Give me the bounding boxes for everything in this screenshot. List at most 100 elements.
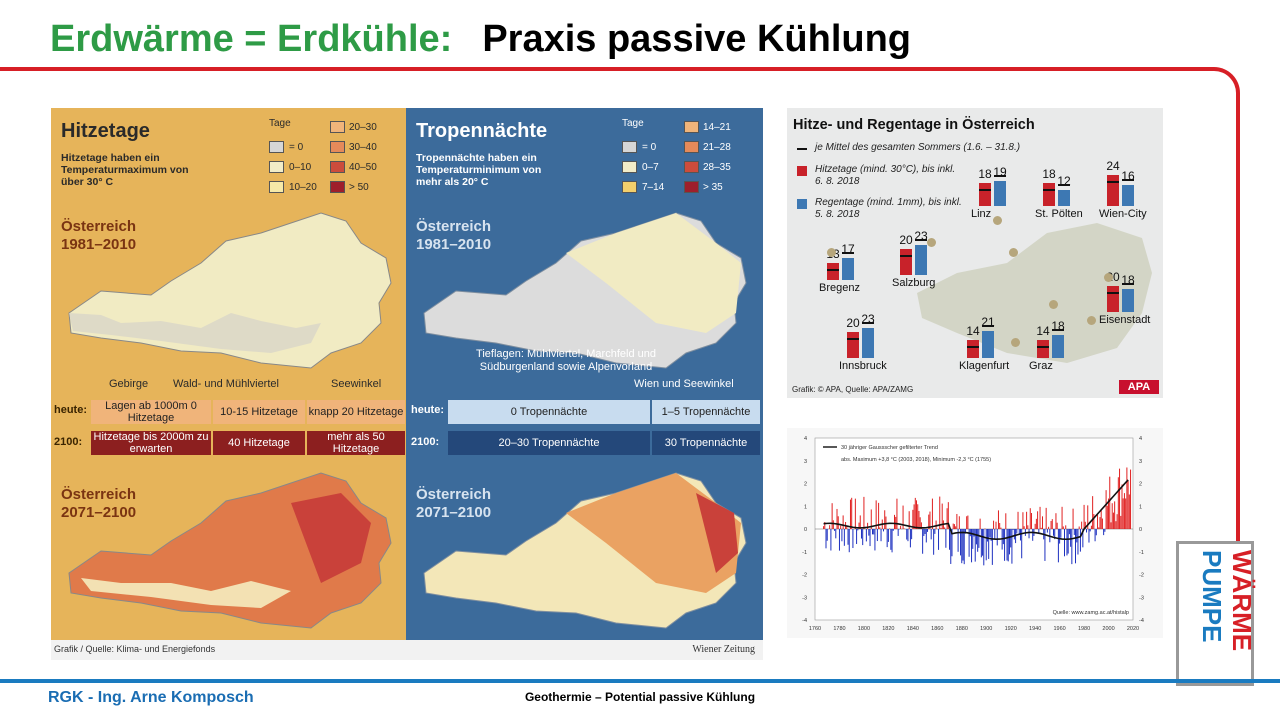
footer-line — [0, 679, 1280, 683]
y-tick-label-right: -4 — [1139, 618, 1144, 624]
mean-marker — [915, 239, 927, 242]
period-label: Österreich 2071–2100 — [61, 486, 137, 521]
value-label-regentage: 18 — [1051, 318, 1065, 333]
hitzetage-title: Hitzetage — [61, 120, 150, 142]
city-label: Linz — [971, 208, 992, 220]
tropennaechte-panel: Tropennächte Tropennächte haben ein Temp… — [406, 108, 763, 640]
legend-regen: Regentage (mind. 1mm), bis inkl. 5. 8. 2… — [815, 197, 962, 220]
period-label: Österreich 2071–2100 — [416, 486, 492, 521]
legend-swatch — [269, 161, 284, 173]
legend-swatch — [269, 141, 284, 153]
bar-regentage — [915, 245, 927, 275]
cell: 40 Hitzetage — [213, 431, 305, 455]
mean-marker — [1043, 188, 1055, 191]
bar-hitzetage — [847, 332, 859, 358]
legend-mean: je Mittel des gesamten Sommers (1.6. – 3… — [815, 142, 1021, 153]
city-label: Bregenz — [819, 282, 860, 294]
legend-swatch — [330, 161, 345, 173]
apa-chart: Hitze- und Regentage in Österreich je Mi… — [787, 108, 1163, 398]
y-tick-label: -2 — [802, 573, 807, 579]
city-label: St. Pölten — [1035, 208, 1083, 220]
y-tick-label-right: -1 — [1139, 550, 1144, 556]
city-label: Graz — [1029, 360, 1053, 372]
austria-outline — [917, 223, 1152, 363]
legend-swatch — [330, 121, 345, 133]
zamg-anomaly-chart: 1760 1780 1800 1820 1840 1860 1880 1900 1920 1940… — [787, 428, 1163, 638]
value-label-hitzetage: 18 — [1042, 166, 1056, 181]
bar-regentage — [982, 330, 994, 358]
legend-swatch — [330, 141, 345, 153]
bar-hitzetage — [1043, 182, 1055, 206]
y-tick-label: 1 — [804, 504, 807, 510]
footer-author: RGK - Ing. Arne Komposch — [48, 689, 254, 706]
x-tick-label: 2020 — [1127, 626, 1139, 632]
cell: 1–5 Tropennächte — [652, 400, 760, 424]
bar-hitzetage — [1037, 339, 1049, 358]
city-dot — [1087, 316, 1096, 325]
legend-item: > 35 — [703, 182, 723, 193]
legend-item: 28–35 — [703, 162, 731, 173]
apa-logo: APA — [1119, 380, 1159, 394]
bar-regentage — [1058, 190, 1070, 206]
legend-item: 10–20 — [289, 182, 317, 193]
map-footer: Grafik / Quelle: Klima- und Energiefonds… — [51, 640, 763, 660]
tropennaechte-subtitle: Tropennächte haben ein Temperaturminimum… — [416, 152, 542, 188]
city-dot — [993, 216, 1002, 225]
cell: Lagen ab 1000m 0 Hitzetage — [91, 400, 211, 424]
legend-item: 20–30 — [349, 122, 377, 133]
mean-marker — [842, 251, 854, 254]
x-tick-label: 1800 — [858, 626, 870, 632]
legend-hitze: Hitzetage (mind. 30°C), bis inkl. 6. 8. … — [815, 164, 956, 187]
y-tick-label-right: 2 — [1139, 482, 1142, 488]
value-label-hitzetage: 20 — [846, 316, 860, 330]
y-tick-label: -4 — [802, 618, 807, 624]
row-label-2100: 2100: — [411, 436, 440, 448]
legend-mean-marker — [797, 148, 807, 150]
y-tick-label: 4 — [804, 436, 807, 442]
footer-topic: Geothermie – Potential passive Kühlung — [524, 690, 756, 704]
y-tick-label: 0 — [804, 527, 807, 533]
value-label-regentage: 18 — [1121, 272, 1135, 287]
legend-head: Tage — [622, 118, 644, 129]
bar-regentage — [994, 181, 1006, 206]
hitzetage-subtitle: Hitzetage haben ein Temperaturmaximum vo… — [61, 152, 189, 188]
mean-marker — [900, 255, 912, 257]
value-label-hitzetage: 18 — [978, 166, 992, 181]
zamg-plot: 1760 1780 1800 1820 1840 1860 1880 1900 1920 1940… — [802, 436, 1144, 632]
bar-regentage — [1052, 334, 1064, 358]
x-tick-label: 1900 — [980, 626, 992, 632]
city-dot — [1049, 300, 1058, 309]
x-tick-label: 1940 — [1029, 626, 1041, 632]
bar-regentage — [1122, 185, 1134, 206]
logo-word-waerme: WÄRME — [1227, 550, 1257, 652]
y-tick-label-right: 1 — [1139, 504, 1142, 510]
cell: 20–30 Tropennächte — [448, 431, 650, 455]
row-label-2100: 2100: — [54, 436, 83, 448]
bar-regentage — [1122, 288, 1134, 312]
city-dot — [827, 248, 836, 257]
x-tick-label: 1960 — [1053, 626, 1065, 632]
bar-hitzetage — [900, 249, 912, 275]
apa-title: Hitze- und Regentage in Österreich — [793, 117, 1035, 133]
red-frame-line — [0, 67, 1240, 667]
cell: 10-15 Hitzetage — [213, 400, 305, 424]
mean-marker — [994, 175, 1006, 178]
region-note: Tieflagen: Mühlviertel, Marchfeld und Sü… — [476, 348, 656, 373]
mean-marker — [847, 338, 859, 340]
legend-swatch — [684, 141, 699, 153]
city-label: Innsbruck — [839, 360, 887, 372]
city-label: Salzburg — [892, 277, 936, 289]
legend-swatch — [330, 181, 345, 193]
cell: 30 Tropennächte — [652, 431, 760, 455]
legend-trend: 30 jähriger Gaussscher gefilterter Trend — [841, 445, 938, 451]
legend-swatch — [684, 161, 699, 173]
austria-map-future — [423, 472, 747, 629]
legend-hitze-swatch — [797, 166, 807, 176]
apa-source: Grafik: © APA, Quelle: APA/ZAMG — [792, 385, 914, 394]
y-tick-label: -3 — [802, 595, 807, 601]
mean-marker — [1122, 282, 1134, 285]
hitzetage-panel: Hitzetage Hitzetage haben ein Temperatur… — [51, 108, 406, 640]
legend-swatch — [622, 181, 637, 193]
city-label: Klagenfurt — [959, 360, 1010, 372]
bar-hitzetage — [827, 263, 839, 280]
